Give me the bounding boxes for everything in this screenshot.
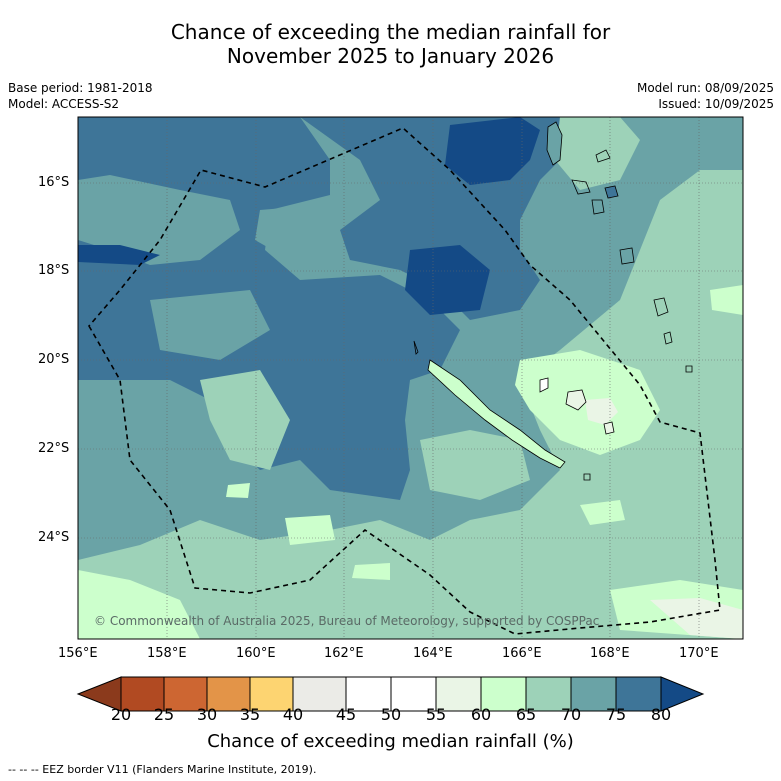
model-name: Model: ACCESS-S2: [8, 97, 120, 111]
colorbar-35-40: [249, 676, 294, 712]
lon-label-160e: 160°E: [236, 646, 276, 661]
maewo-island: [595, 149, 611, 163]
lat-label-22s: 22°S: [38, 441, 70, 456]
colorbar-30-35: [206, 676, 251, 712]
contour-60-65-sw: [78, 570, 200, 639]
colorbar-label: Chance of exceeding median rainfall (%): [207, 731, 574, 752]
map-frame: [77, 116, 744, 640]
contour-gt80-west: [78, 245, 160, 265]
rainfall-contours: [78, 117, 743, 639]
colorbar-60-65: [480, 676, 527, 712]
copyright-notice: © Commonwealth of Australia 2025, Bureau…: [94, 614, 600, 628]
contour-60-65-patch1: [580, 500, 625, 525]
base-period: Base period: 1981-2018: [8, 81, 153, 95]
colorbar-65-70: [525, 676, 572, 712]
contour-55-60-se: [650, 598, 743, 639]
colorbar-50-55: [390, 676, 437, 712]
contour-gt80-central: [405, 245, 490, 315]
colorbar-tick-20: 20: [110, 705, 132, 724]
contour-55-60-loyalty: [585, 398, 618, 425]
colorbar-75-80: [615, 676, 662, 712]
lon-label-166e: 166°E: [502, 646, 542, 661]
lon-label-158e: 158°E: [147, 646, 187, 661]
contour-60-65-east: [710, 285, 743, 315]
lon-label-156e: 156°E: [58, 646, 98, 661]
colorbar-tick-65: 65: [515, 705, 537, 724]
contour-60-65-patch2: [285, 515, 335, 545]
epi-island: [591, 199, 605, 215]
colorbar-25-30: [163, 676, 208, 712]
graticule: [78, 117, 743, 639]
map-title-line2: November 2025 to January 2026: [226, 44, 555, 68]
colorbar-extend-high: [660, 676, 705, 712]
espiritu-santo-island: [546, 121, 563, 166]
contour-65-70-south-east: [78, 170, 743, 639]
colorbar-tick-45: 45: [335, 705, 357, 724]
contour-70-75-patch1: [78, 175, 240, 265]
tanna-island: [663, 331, 673, 345]
lon-label-170e: 170°E: [679, 646, 719, 661]
model-run: Model run: 08/09/2025: [636, 81, 774, 95]
colorbar-tick-30: 30: [196, 705, 218, 724]
ambrym-island: [604, 185, 619, 199]
contour-gt80-north: [445, 117, 540, 185]
colorbar-tick-55: 55: [425, 705, 447, 724]
issued-date: Issued: 10/09/2025: [658, 97, 774, 111]
colorbar-tick-50: 50: [380, 705, 402, 724]
colorbar-tick-25: 25: [153, 705, 175, 724]
lat-label-18s: 18°S: [38, 263, 70, 278]
colorbar: [76, 676, 705, 712]
colorbar-55-60: [435, 676, 482, 712]
colorbar-tick-80: 80: [650, 705, 672, 724]
mare-island: [603, 421, 615, 435]
eez-footnote: -- -- -- EEZ border V11 (Flanders Marine…: [8, 763, 317, 776]
contour-60-65-patch4: [226, 483, 250, 498]
colorbar-tick-70: 70: [560, 705, 582, 724]
contour-65-70-north: [555, 117, 640, 190]
colorbar-tick-35: 35: [239, 705, 261, 724]
colorbar-tick-75: 75: [605, 705, 627, 724]
ile-des-pins: [583, 473, 591, 481]
efate-island: [619, 247, 635, 265]
lon-label-168e: 168°E: [590, 646, 630, 661]
lat-label-16s: 16°S: [38, 175, 70, 190]
contour-65-70-west: [200, 370, 290, 470]
lat-label-24s: 24°S: [38, 530, 70, 545]
colorbar-70-75: [570, 676, 617, 712]
map-title-line1: Chance of exceeding the median rainfall …: [170, 20, 611, 44]
colorbar-tick-40: 40: [282, 705, 304, 724]
lon-label-162e: 162°E: [324, 646, 364, 661]
eez-border: [88, 127, 721, 635]
colorbar-20-25: [120, 676, 165, 712]
ouvea-island: [539, 377, 549, 393]
lon-label-164e: 164°E: [413, 646, 453, 661]
contour-65-70-central: [420, 430, 530, 500]
lifou-island: [565, 389, 587, 411]
contour-60-65-patch3: [352, 563, 390, 580]
colorbar-tick-60: 60: [470, 705, 492, 724]
lat-label-20s: 20°S: [38, 352, 70, 367]
erromango-island: [653, 297, 669, 317]
aneityum-island: [685, 365, 693, 373]
belep-islands: [413, 340, 419, 355]
contour-70-75-patch3: [150, 290, 270, 360]
malekula-island: [571, 179, 591, 195]
contour-70-75-patch2: [255, 205, 330, 260]
new-caledonia-island: [427, 359, 566, 469]
